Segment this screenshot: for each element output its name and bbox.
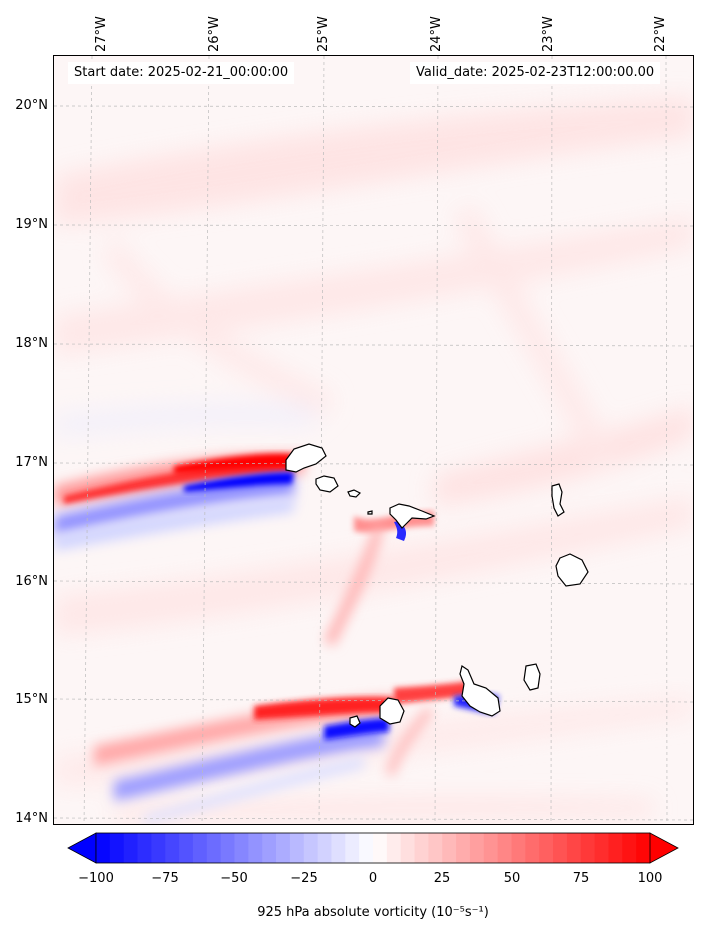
lat-label-19n: 19°N (15, 217, 48, 232)
colorbar-cell (539, 833, 554, 863)
map-panel (53, 55, 694, 825)
colorbar-cell (345, 833, 360, 863)
colorbar-cell (303, 833, 319, 863)
island-maio (523, 663, 541, 691)
colorbar-cell (386, 833, 402, 863)
colorbar-cell (276, 833, 291, 863)
colorbar-cell (359, 833, 374, 863)
colorbar-cell (262, 833, 277, 863)
colorbar-cell (469, 833, 485, 863)
colorbar-cell (289, 833, 305, 863)
colorbar-cell (234, 833, 249, 863)
colorbar-cell (192, 833, 208, 863)
colorbar-label: 925 hPa absolute vorticity (10⁻⁵s⁻¹) (257, 905, 489, 920)
colorbar-extend-max (649, 832, 679, 864)
colorbar-cell (553, 833, 568, 863)
colorbar-cell (414, 833, 429, 863)
vorticity-field (54, 56, 693, 824)
lon-label-22w: 22°W (653, 16, 668, 52)
colorbar-cell (511, 833, 526, 863)
colorbar-tick-neg50: −50 (220, 871, 248, 886)
colorbar-cell (566, 833, 582, 863)
coastlines (285, 443, 589, 728)
lon-label-27w: 27°W (94, 16, 109, 52)
lat-label-14n: 14°N (15, 811, 48, 826)
island-fogo (379, 697, 405, 725)
island-brava (349, 715, 361, 728)
colorbar-cell (525, 833, 540, 863)
graticule (54, 56, 693, 824)
colorbar-tick-50: 50 (503, 871, 521, 886)
lon-label-25w: 25°W (316, 16, 331, 52)
lat-label-18n: 18°N (15, 336, 48, 351)
colorbar-cell (179, 833, 194, 863)
colorbar-tick-25: 25 (433, 871, 451, 886)
lat-label-16n: 16°N (15, 574, 48, 589)
island-sal (551, 483, 565, 517)
colorbar-cell (428, 833, 443, 863)
colorbar-extend-min (67, 832, 97, 864)
lon-label-26w: 26°W (207, 16, 222, 52)
island-sao-nicolau (389, 503, 436, 529)
colorbar-tick-100: 100 (637, 871, 663, 886)
colorbar-cell (400, 833, 416, 863)
lon-label-23w: 23°W (541, 16, 556, 52)
island-sao-vicente (315, 475, 339, 493)
colorbar-cell (109, 833, 125, 863)
colorbar-tick-neg75: −75 (151, 871, 179, 886)
colorbar-cell (442, 833, 457, 863)
colorbar-cell (483, 833, 499, 863)
island-santo-antao (285, 443, 327, 473)
wake-south (94, 681, 499, 824)
colorbar-cell (317, 833, 332, 863)
island-santiago (459, 665, 501, 717)
colorbar-tick-75: 75 (572, 871, 590, 886)
colorbar-cell (580, 833, 596, 863)
colorbar-cell (456, 833, 471, 863)
colorbar-cell (331, 833, 346, 863)
valid-date-label: Valid_date: 2025-02-23T12:00:00.00 (410, 62, 661, 84)
colorbar-cell (206, 833, 222, 863)
island-boa-vista (555, 553, 589, 587)
colorbar-cell (636, 833, 651, 863)
lat-label-20n: 20°N (15, 98, 48, 113)
colorbar-cell (151, 833, 166, 863)
lat-label-15n: 15°N (15, 692, 48, 707)
colorbar-cell (248, 833, 263, 863)
colorbar-cell (608, 833, 623, 863)
colorbar-cell (622, 833, 637, 863)
colorbar-tick-neg25: −25 (290, 871, 318, 886)
colorbar-cell (96, 833, 111, 863)
colorbar-cell (594, 833, 609, 863)
colorbar-cell (137, 833, 152, 863)
colorbar-tick-neg100: −100 (78, 871, 114, 886)
colorbar-cell (373, 833, 388, 863)
colorbar-cell (165, 833, 180, 863)
wake-north (54, 453, 304, 551)
island-branco (367, 510, 373, 515)
start-date-label: Start date: 2025-02-21_00:00:00 (68, 62, 295, 84)
island-santa-luzia (347, 489, 362, 498)
colorbar-cell (123, 833, 139, 863)
lon-label-24w: 24°W (429, 16, 444, 52)
colorbar (67, 832, 679, 864)
colorbar-tick-0: 0 (368, 871, 378, 886)
colorbar-cell (220, 833, 235, 863)
colorbar-cell (497, 833, 512, 863)
lat-label-17n: 17°N (15, 455, 48, 470)
